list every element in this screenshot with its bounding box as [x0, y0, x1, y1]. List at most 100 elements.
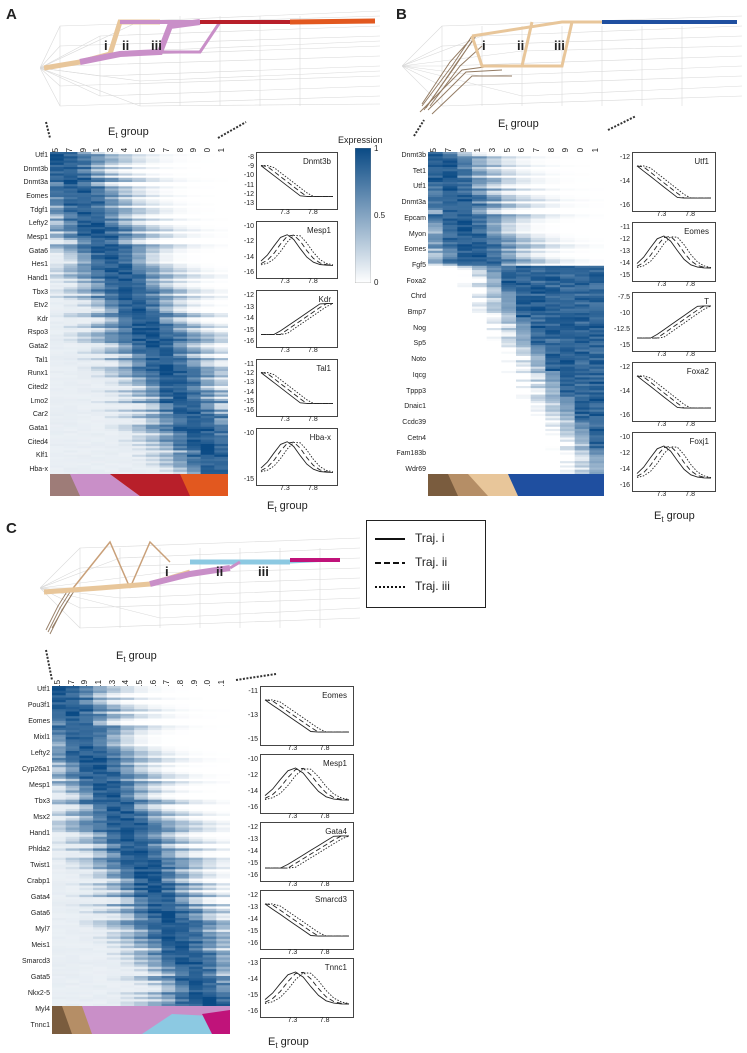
- y-tick-label: -15: [619, 342, 630, 349]
- gene-label: Myon: [408, 230, 426, 238]
- y-tick-label: -14: [247, 976, 258, 983]
- x-tick-label: 7.3: [287, 881, 298, 888]
- expression-line-plot: Eomes: [632, 222, 716, 282]
- gene-label: Tnnc1: [30, 1022, 50, 1029]
- gene-label: Klf1: [35, 452, 48, 460]
- y-tick-label: -13: [619, 248, 630, 255]
- gene-label: Wdr69: [405, 466, 426, 473]
- x-tick-label: 7.3: [280, 416, 290, 423]
- gene-label: Smarcd3: [21, 958, 50, 965]
- gene-plot-title: Foxa2: [686, 367, 709, 376]
- tree-connector-a: [45, 121, 247, 139]
- tree-connector-b: [413, 115, 637, 137]
- x-tick-label: 7.8: [685, 421, 696, 428]
- gene-label: Dnmt3b: [23, 165, 48, 173]
- gene-label: Bmp7: [407, 309, 426, 316]
- gene-label: Lmo2: [30, 397, 48, 405]
- gene-label: Utf1: [37, 686, 50, 693]
- y-tick-label: -16: [247, 804, 258, 811]
- gene-label: Dnmt3b: [401, 152, 426, 159]
- y-tick-label: -12: [247, 892, 258, 899]
- gene-label: Msx2: [33, 814, 50, 821]
- colorbar-tick-0: 0: [374, 278, 379, 287]
- gene-label: Twist1: [30, 862, 50, 869]
- gene-label: Gata1: [28, 425, 48, 433]
- expression-line-plot: Hba-x: [256, 428, 338, 486]
- gene-label: Cited4: [27, 438, 48, 446]
- panel-label-c: C: [6, 520, 17, 537]
- x-tick-label: 7.3: [656, 281, 667, 288]
- x-tick-label: 7.8: [308, 278, 318, 285]
- y-tick-label: -14: [243, 253, 254, 261]
- x-tick-label: 7.3: [656, 421, 667, 428]
- x-tick-label: 7.3: [287, 949, 298, 956]
- x-tick-label: 7.8: [308, 347, 318, 354]
- gene-plot-title: Utf1: [694, 157, 709, 166]
- expression-line-plot: Smarcd3: [260, 890, 354, 950]
- traj-label-iii-b: iii: [554, 38, 565, 53]
- mini-plots-a: Dnmt3b -8 -9 -10 -11 -12 -13 7.3 7.8 Mesp1 -10 -12-…: [230, 152, 350, 500]
- legend-item-traj-iii: Traj. iii: [415, 579, 450, 593]
- gene-plot-title: T: [704, 297, 709, 306]
- y-tick-label: -13: [243, 379, 254, 387]
- y-tick-label: -16: [243, 269, 254, 276]
- x-tick-label: 7.8: [319, 1017, 330, 1024]
- y-tick-label: -12: [619, 364, 630, 371]
- x-tick-label: 7.3: [656, 491, 667, 498]
- trajectory-tree-a: [40, 10, 380, 107]
- traj-label-i-b: i: [482, 38, 486, 53]
- x-tick-label: 7.8: [308, 209, 318, 216]
- gene-label: Cetn4: [407, 434, 426, 442]
- composition-bar-b: [428, 474, 604, 496]
- y-tick-label: -7.5: [617, 294, 630, 301]
- gene-label: Cited2: [27, 384, 48, 392]
- heatmap-c: [52, 686, 230, 1034]
- x-tick-label: 7.8: [308, 416, 318, 423]
- y-tick-label: -14: [619, 178, 630, 185]
- expression-line-plot: Mesp1: [260, 754, 354, 814]
- y-tick-label: -14: [619, 388, 630, 395]
- gene-labels-a: Utf1 Dnmt3b Dnmt3a Eomes Tdgf1 Lefty2 Mesp1 Gat…: [0, 152, 48, 474]
- gene-label: Fam183b: [396, 450, 426, 458]
- traj-label-ii-a: ii: [122, 38, 130, 53]
- gene-label: Mesp1: [26, 233, 48, 241]
- traj-label-i-a: i: [104, 38, 108, 53]
- y-tick-label: -12: [243, 370, 254, 378]
- gene-label: Mesp1: [28, 782, 50, 789]
- heatmap-b: [428, 152, 604, 474]
- gene-label: Sp5: [413, 340, 426, 348]
- y-tick-label: -16: [243, 338, 254, 345]
- x-tick-label: 7.3: [287, 745, 298, 752]
- gene-label: Ccdc39: [402, 418, 426, 426]
- gene-label: Etv2: [33, 302, 48, 310]
- colorbar-tick-1: 1: [374, 144, 379, 153]
- tree-connector-c: [45, 649, 277, 681]
- gene-label: Tet1: [412, 167, 426, 175]
- gene-label: Tppp3: [406, 387, 426, 395]
- y-tick-label: -14: [247, 848, 258, 855]
- tick-row-b: 6.56.76.97.17.37.57.67.77.87.98.08.1: [428, 132, 604, 159]
- y-tick-label: -15: [247, 992, 258, 999]
- gene-label: Foxa2: [406, 277, 426, 285]
- gene-label: Epcam: [404, 214, 426, 222]
- x-tick-label: 7.3: [656, 351, 667, 358]
- legend-lines: [375, 538, 405, 588]
- y-tick-label: -10: [619, 310, 630, 317]
- tick-row-c: 6.5 6.7 6.9 7.1 7.3 7.4 7.5 7.6 7.7 7.8 7.9 8.0 8.1: [52, 664, 230, 691]
- gene-label: Meis1: [31, 942, 50, 949]
- y-tick-label: -10: [243, 223, 254, 230]
- trajectory-tree-c: [40, 537, 360, 635]
- gene-labels-b: Dnmt3b Tet1 Utf1 Dnmt3a Epcam Myon Eomes Fgf5 Fo…: [380, 152, 426, 474]
- y-tick-label: -14: [619, 260, 630, 267]
- mini-plots-c: Eomes -11 -13 -15 7.3 7.8 Mesp1 -10 -12 -14 -16 7.3…: [232, 686, 356, 1034]
- traj-label-ii-b: ii: [517, 38, 525, 53]
- expression-line-plot: Mesp1: [256, 221, 338, 279]
- gene-plot-title: Tnnc1: [324, 963, 347, 972]
- x-tick-label: 7.3: [280, 209, 290, 216]
- et-group-title-top-a: Et group: [108, 126, 149, 141]
- y-tick-label: -9: [247, 163, 254, 171]
- x-tick-label: 7.8: [319, 949, 330, 956]
- y-tick-label: -13: [247, 836, 258, 843]
- gene-plot-title: Eomes: [322, 691, 347, 700]
- et-group-title-top-b: Et group: [498, 118, 539, 133]
